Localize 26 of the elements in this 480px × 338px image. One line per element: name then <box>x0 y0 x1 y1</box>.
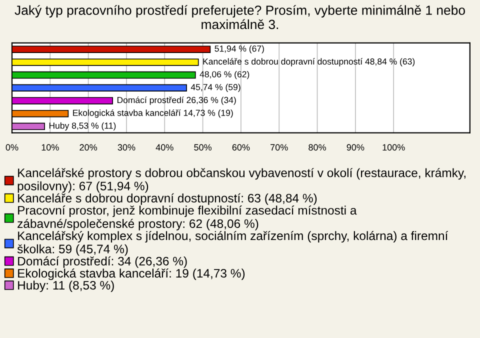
legend-label: Kancelářské prostory s dobrou občanskou vybaveností v okolí (restaurace, krámky, posilovny): 67 (51,94 %) <box>18 168 466 193</box>
data-label: Domácí prostředí 26,36 % (34) <box>117 96 236 105</box>
data-label: 48,06 % (62) <box>200 70 250 80</box>
x-tick-label: 70% <box>270 144 288 151</box>
x-tick-label: 10% <box>42 144 59 151</box>
x-tick-label: 20% <box>80 144 98 151</box>
data-label: Ekologická stavba kanceláří 14,73 % (19) <box>73 109 233 118</box>
legend-label: Ekologická stavba kanceláří: 19 (14,73 %) <box>18 268 245 280</box>
legend-label: Huby: 11 (8,53 %) <box>18 280 114 292</box>
x-tick-label: 0% <box>6 144 18 151</box>
x-tick-label: 100% <box>382 144 405 151</box>
chart-title: Jaký typ pracovního prostředí preferujete? Prosím, vyberte minimálně 1 nebo maximálně 3. <box>14 5 465 30</box>
x-tick-label: 60% <box>232 144 250 151</box>
legend-label: Kanceláře s dobrou dopravní dostupností: 63 (48,84 %) <box>18 193 317 205</box>
x-tick-label: 50% <box>194 144 212 151</box>
data-label: 51,94 % (67) <box>214 45 264 54</box>
x-tick-label: 30% <box>118 144 136 151</box>
legend-label: Kancelářský komplex s jídelnou, sociálním zařízením (sprchy, kolárna) a firemní školka: 59 (45,74 %) <box>17 231 448 256</box>
x-tick-label: 40% <box>156 144 174 151</box>
data-label: 45,74 % (59) <box>190 84 240 92</box>
legend-label: Domácí prostředí: 34 (26,36 %) <box>18 256 187 268</box>
legend-label: Pracovní prostor, jenž kombinuje flexibilní zasedací místnosti a zábavné/společenské prostory: 62 (48,06 %) <box>18 206 357 230</box>
data-label: Kanceláře s dobrou dopravní dostupností 48,84 % (63) <box>203 58 415 66</box>
x-tick-label: 90% <box>346 144 364 151</box>
data-label: Huby 8,53 % (11) <box>49 122 116 130</box>
x-tick-label: 80% <box>308 144 326 151</box>
